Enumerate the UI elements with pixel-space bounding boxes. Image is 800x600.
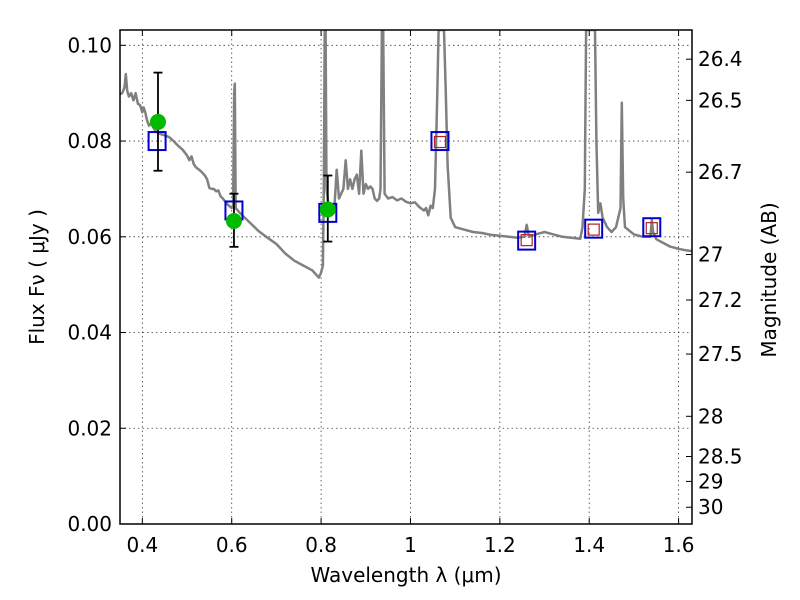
y-axis-ticks: 0.00 0.02 0.04 0.06 0.08 0.10 xyxy=(67,33,126,536)
right-tick-label: 27.2 xyxy=(698,288,743,312)
y-axis-label: Flux Fν ( μJy ) xyxy=(25,209,49,345)
grid xyxy=(120,30,692,525)
model-square xyxy=(430,131,450,152)
y-tick-label: 0.04 xyxy=(67,321,112,345)
x-tick-label: 1.4 xyxy=(573,533,605,557)
x-axis-label: Wavelength λ (μm) xyxy=(310,563,501,587)
model-spectrum xyxy=(120,30,692,279)
right-tick-label: 29 xyxy=(698,469,723,493)
right-axis-label: Magnitude (AB) xyxy=(757,202,781,357)
x-tick-label: 1.2 xyxy=(484,533,516,557)
right-tick-label: 26.5 xyxy=(698,88,743,112)
model-square xyxy=(584,218,604,239)
inner-square xyxy=(645,222,658,235)
y-tick-label: 0.10 xyxy=(67,33,112,57)
right-tick-label: 28.5 xyxy=(698,445,743,469)
x-axis-ticks: 0.4 0.6 0.8 1 1.2 1.4 1.6 xyxy=(126,30,695,557)
inner-square xyxy=(433,135,447,149)
right-tick-label: 30 xyxy=(698,495,723,519)
y-tick-label: 0.02 xyxy=(67,416,112,440)
right-tick-label: 28 xyxy=(698,404,723,428)
right-tick-label: 27 xyxy=(698,243,723,267)
model-square xyxy=(517,230,537,251)
y-tick-label: 0.06 xyxy=(67,225,112,249)
y-tick-label: 0.08 xyxy=(67,129,112,153)
inner-square xyxy=(520,234,533,247)
x-tick-label: 1.6 xyxy=(663,533,695,557)
observed-point xyxy=(149,113,166,130)
observed-point xyxy=(319,201,336,218)
right-tick-label: 26.4 xyxy=(698,47,743,71)
x-tick-label: 0.6 xyxy=(216,533,248,557)
right-tick-label: 27.5 xyxy=(698,342,743,366)
x-tick-label: 0.4 xyxy=(126,533,158,557)
observed-point xyxy=(225,212,242,229)
spectrum-line xyxy=(120,30,692,279)
model-square xyxy=(642,217,662,238)
observed-photometry xyxy=(149,71,336,248)
x-tick-label: 0.8 xyxy=(305,533,337,557)
plot-frame xyxy=(119,29,693,525)
right-tick-label: 26.7 xyxy=(698,160,743,184)
x-tick-label: 1 xyxy=(404,533,417,557)
y-tick-label: 0.00 xyxy=(67,512,112,536)
inner-square xyxy=(587,223,600,236)
